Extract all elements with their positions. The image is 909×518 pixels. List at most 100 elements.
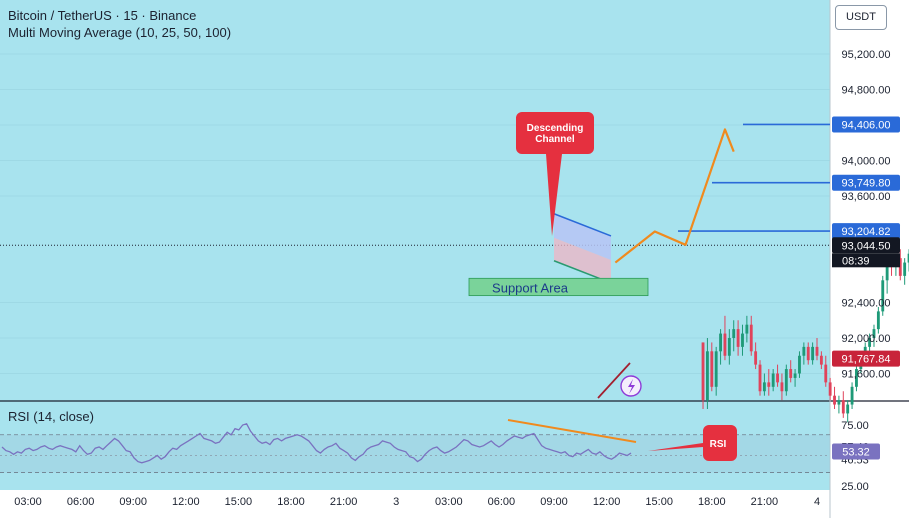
time-tick-label: 03:00 xyxy=(14,496,42,508)
candle[interactable] xyxy=(749,315,753,356)
channel-upper-line[interactable] xyxy=(553,213,612,237)
candle-body xyxy=(736,329,740,347)
candle[interactable] xyxy=(819,351,823,370)
candle-body xyxy=(719,333,722,352)
candle[interactable] xyxy=(776,364,779,387)
candle-body xyxy=(776,373,779,383)
candle[interactable] xyxy=(754,342,758,370)
candle-body xyxy=(749,324,753,352)
candle[interactable] xyxy=(806,342,810,365)
candle[interactable] xyxy=(824,355,828,387)
support-zone[interactable] xyxy=(468,277,649,297)
candle-body xyxy=(714,351,718,387)
price-label-box[interactable] xyxy=(832,174,900,191)
candle[interactable] xyxy=(841,391,845,418)
candle[interactable] xyxy=(802,342,806,365)
candle-body xyxy=(806,346,810,361)
time-tick-label: 18:00 xyxy=(698,496,726,508)
candle-body xyxy=(701,342,705,401)
support-zone-label: Support Area xyxy=(492,280,569,295)
candle[interactable] xyxy=(815,338,819,361)
candle-body xyxy=(872,329,876,338)
price-tick-label: 93,600.00 xyxy=(842,191,891,203)
candle-body xyxy=(710,351,714,387)
candle[interactable] xyxy=(898,249,902,281)
candle-body xyxy=(855,369,858,387)
candle[interactable] xyxy=(850,382,854,409)
candle-body xyxy=(907,253,909,263)
currency-button[interactable]: USDT xyxy=(835,5,887,30)
candle[interactable] xyxy=(846,400,850,423)
candle[interactable] xyxy=(719,329,722,365)
candle[interactable] xyxy=(833,386,836,409)
rsi-divergence-line[interactable] xyxy=(507,419,637,443)
rsi-line[interactable] xyxy=(1,423,632,464)
candle[interactable] xyxy=(798,351,801,378)
candle-body xyxy=(819,355,823,365)
candle-body xyxy=(898,258,902,276)
candle[interactable] xyxy=(758,360,762,396)
candle[interactable] xyxy=(710,342,714,392)
candle[interactable] xyxy=(784,364,788,396)
candle[interactable] xyxy=(793,369,797,387)
candle[interactable] xyxy=(780,373,784,401)
candle[interactable] xyxy=(876,306,880,334)
price-label-text: 93,204.82 xyxy=(842,226,891,238)
candle-body xyxy=(811,346,815,361)
candle[interactable] xyxy=(872,324,876,347)
channel-lower-fill xyxy=(554,237,611,283)
candle-body xyxy=(802,346,806,356)
price-label-box[interactable] xyxy=(832,237,900,254)
rsi-band xyxy=(0,434,830,473)
price-label-box[interactable] xyxy=(832,223,900,240)
rsi-legend[interactable]: RSI (14, close) xyxy=(8,409,94,424)
candle-body xyxy=(793,373,797,378)
candle-body xyxy=(881,280,885,312)
price-label-box[interactable] xyxy=(832,350,900,367)
rsi-current-label: 53.32 xyxy=(842,446,870,458)
price-label-box[interactable] xyxy=(832,116,900,133)
time-tick-label: 15:00 xyxy=(645,496,673,508)
candle[interactable] xyxy=(837,395,841,414)
candle[interactable] xyxy=(714,346,718,396)
countdown-box xyxy=(832,253,900,268)
price-label-text: 91,767.84 xyxy=(842,354,891,366)
candle[interactable] xyxy=(732,320,736,352)
price-tick-label: 92,000.00 xyxy=(842,333,891,345)
candle[interactable] xyxy=(745,315,749,343)
candle[interactable] xyxy=(789,360,793,383)
callout-rsi[interactable] xyxy=(648,425,737,461)
candle[interactable] xyxy=(727,329,731,365)
countdown-text: 08:39 xyxy=(842,255,870,267)
candle[interactable] xyxy=(811,342,815,365)
callout-descending-channel[interactable] xyxy=(516,112,594,236)
callout-label-line1: Descending xyxy=(527,123,584,134)
indicator-legend[interactable]: Multi Moving Average (10, 25, 50, 100) xyxy=(8,25,232,40)
projection-path[interactable] xyxy=(614,128,735,264)
time-tick-label: 03:00 xyxy=(435,496,463,508)
candle[interactable] xyxy=(701,342,705,409)
candle[interactable] xyxy=(771,369,775,392)
candle[interactable] xyxy=(736,320,740,356)
candle-body xyxy=(868,338,872,347)
candle[interactable] xyxy=(762,373,766,396)
candle[interactable] xyxy=(855,364,858,392)
candle[interactable] xyxy=(881,275,885,316)
candle[interactable] xyxy=(705,338,709,409)
time-tick-label: 12:00 xyxy=(172,496,200,508)
candle-body xyxy=(876,311,880,330)
time-tick-label: 18:00 xyxy=(277,496,305,508)
candle[interactable] xyxy=(828,377,832,401)
time-tick-label: 06:00 xyxy=(488,496,516,508)
candle-body xyxy=(784,369,788,392)
candle[interactable] xyxy=(723,315,727,361)
candle[interactable] xyxy=(767,369,771,396)
candle[interactable] xyxy=(868,333,872,352)
trend-line-tool[interactable] xyxy=(597,362,631,399)
candle[interactable] xyxy=(903,258,907,285)
candle[interactable] xyxy=(741,324,744,356)
candle[interactable] xyxy=(907,249,909,272)
